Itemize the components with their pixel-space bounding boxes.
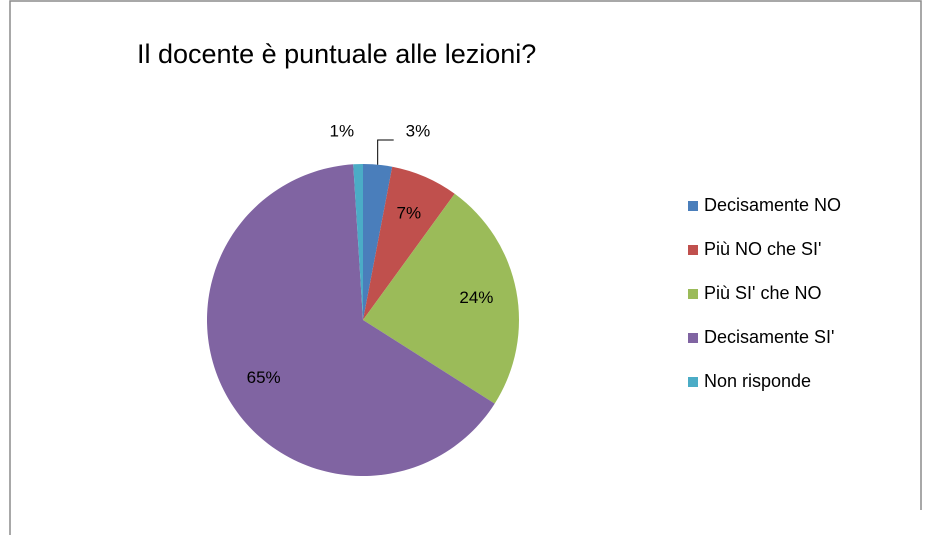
pie-slice (353, 164, 363, 320)
legend-swatch (688, 289, 698, 299)
pie-slice (206, 164, 495, 476)
legend-swatch (688, 245, 698, 255)
legend-swatch (688, 201, 698, 211)
data-label: 65% (247, 368, 281, 387)
data-label: 7% (397, 204, 422, 223)
pie-slice (363, 166, 455, 320)
leader-line (377, 139, 394, 165)
legend-label: Decisamente SI' (704, 327, 835, 347)
pie-slice (363, 164, 393, 320)
legend-label: Non risponde (704, 371, 811, 391)
legend-label: Decisamente NO (704, 195, 841, 215)
data-label: 24% (459, 288, 493, 307)
data-label: 1% (330, 121, 355, 140)
pie-slice (363, 193, 519, 404)
legend-swatch (688, 377, 698, 387)
legend-label: Più NO che SI' (704, 239, 821, 259)
chart-border (9, 0, 922, 535)
data-label: 3% (406, 121, 431, 140)
legend-label: Più SI' che NO (704, 283, 821, 303)
chart-title: Il docente è puntuale alle lezioni? (137, 39, 536, 69)
legend-swatch (688, 333, 698, 343)
